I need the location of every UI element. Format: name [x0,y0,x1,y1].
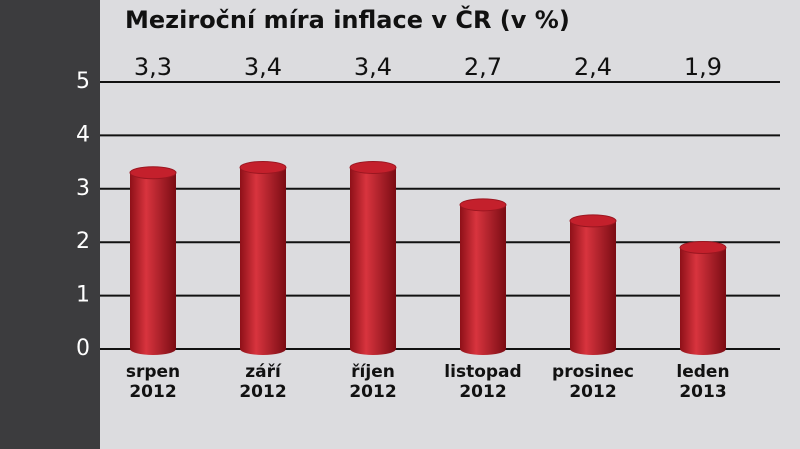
y-tick-label: 5 [76,69,90,94]
x-tick-label: listopad 2012 [444,362,522,402]
y-tick-label: 1 [76,283,90,308]
bar-top [569,214,617,228]
bar-top [679,241,727,255]
x-tick-label: srpen 2012 [125,362,181,402]
bar [240,167,286,349]
value-label: 3,4 [354,53,392,81]
x-tick-label: září 2012 [239,362,287,402]
value-label: 3,4 [244,53,282,81]
bar [460,204,506,349]
bar-base [570,343,616,355]
value-label: 2,4 [574,53,612,81]
bar-top [239,160,287,174]
bar-base [350,343,396,355]
y-tick-label: 2 [76,229,90,254]
x-tick-label: prosinec 2012 [552,362,634,402]
bar-base [130,343,176,355]
bar-base [240,343,286,355]
bar [680,247,726,349]
value-label: 2,7 [464,53,502,81]
plot-background [100,0,800,449]
x-tick-label: říjen 2012 [349,362,397,402]
bar-top [459,198,507,212]
y-tick-label: 3 [76,176,90,201]
chart-title: Meziroční míra inflace v ČR (v %) [125,4,570,34]
bar-base [460,343,506,355]
bar [130,172,176,349]
bar-top [349,160,397,174]
y-tick-label: 0 [76,336,90,361]
bar [350,167,396,349]
bar-base [680,343,726,355]
y-tick-label: 4 [76,122,90,147]
x-tick-label: leden 2013 [676,362,730,402]
axis-panel [0,0,100,449]
value-label: 3,3 [134,53,172,81]
bar-top [129,166,177,180]
value-label: 1,9 [684,53,722,81]
bar [570,220,616,349]
